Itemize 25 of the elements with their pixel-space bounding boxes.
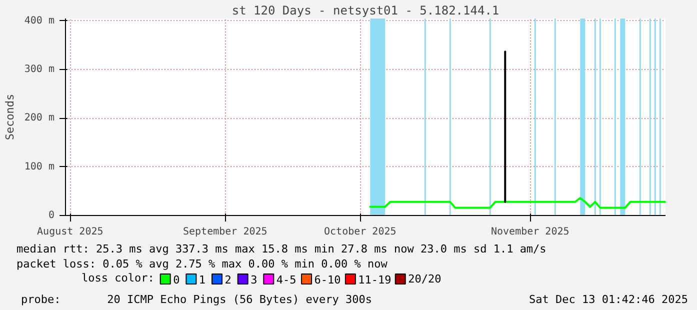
text: Sat Dec 13 01:42:46 2025 xyxy=(529,293,688,306)
y-axis-title: Seconds xyxy=(3,94,16,140)
text: probe: 20 ICMP Echo Pings (56 Bytes) every 300s xyxy=(21,293,372,306)
chart-title: st 120 Days - netsyst01 - 5.182.144.1 xyxy=(232,4,500,18)
line-series xyxy=(369,196,666,209)
x-tick-label: August 2025 xyxy=(37,226,104,238)
x-tick-label: October 2025 xyxy=(324,226,396,238)
legend-label: 4-5 xyxy=(276,274,296,286)
legend-label: 20/20 xyxy=(408,272,442,286)
legend-label: 6-10 xyxy=(314,274,341,286)
x-tick-label: September 2025 xyxy=(183,226,268,238)
y-tick-label: 300 m xyxy=(24,64,55,76)
legend-title: loss color: xyxy=(82,272,154,284)
legend-label: 1 xyxy=(198,274,206,286)
y-tick-label: 0 xyxy=(48,210,55,221)
y-tick-label: 100 m xyxy=(24,161,55,172)
text: packet loss: 0.05 % avg 2.75 % max 0.00 % min 0.00 % now xyxy=(16,258,388,270)
legend-label: 2 xyxy=(224,274,232,286)
legend-label: 0 xyxy=(173,274,180,286)
y-tick-label: 400 m xyxy=(24,15,55,26)
y-tick-label: 200 m xyxy=(24,112,55,124)
legend-label: 11-19 xyxy=(358,274,392,286)
legend-label: 3 xyxy=(250,274,258,286)
text: median rtt: 25.3 ms avg 337.3 ms max 15.8 ms min 27.8 ms now 23.0 ms sd 1.1 am/s xyxy=(16,242,546,256)
x-tick-label: November 2025 xyxy=(491,226,570,238)
